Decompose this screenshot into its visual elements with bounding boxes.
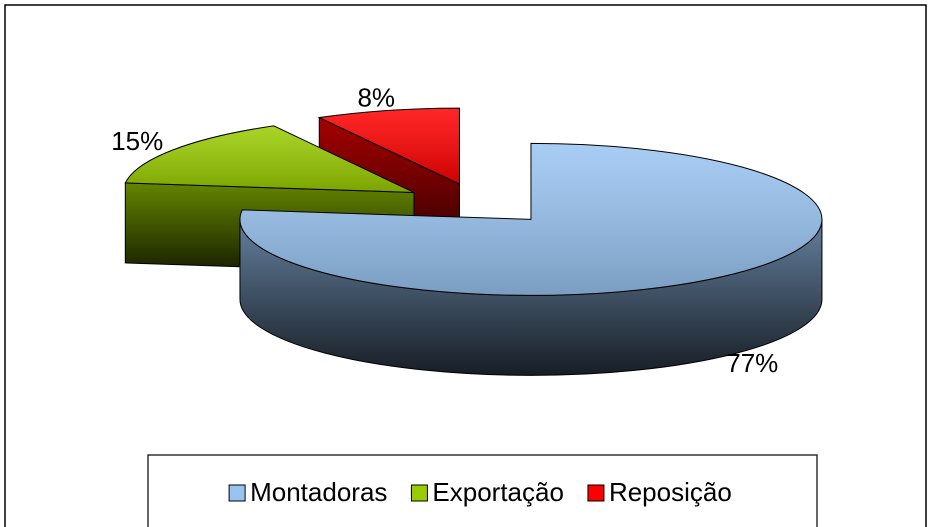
slice: [239, 142, 823, 376]
legend-label: Exportação: [432, 477, 564, 507]
slice-top-shade: [124, 125, 415, 193]
legend-item: Montadoras: [228, 477, 387, 507]
legend-box: [147, 454, 818, 527]
legend-swatch: [228, 484, 246, 502]
legend-swatch: [410, 484, 428, 502]
slice-top-shade: [239, 142, 823, 296]
legend-swatch: [587, 484, 605, 502]
legend-item: Exportação: [410, 477, 564, 507]
pie: 77% 15% 8%: [111, 82, 823, 378]
legend-item: Reposição: [587, 477, 732, 507]
legend-label: Reposição: [609, 477, 732, 507]
legend-label: Montadoras: [250, 477, 387, 507]
legend: Montadoras Exportação Reposição: [228, 477, 732, 507]
data-label: 8%: [357, 82, 395, 112]
data-label: 15%: [111, 126, 163, 156]
data-label: 77%: [726, 348, 778, 378]
slice-top-shade: [317, 107, 460, 185]
